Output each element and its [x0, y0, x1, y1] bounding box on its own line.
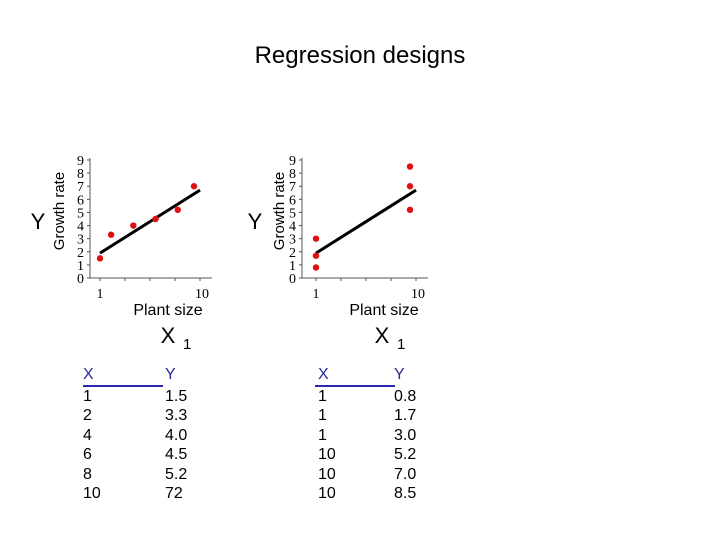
table-cell: 1.5: [165, 387, 188, 405]
y-tick-label: 6: [77, 193, 84, 208]
table-cell: 7.0: [394, 465, 417, 483]
y-axis-outer-label: Y: [31, 209, 46, 234]
y-tick-label: 1: [77, 259, 84, 274]
table-cell: 10: [83, 485, 101, 502]
table-cell: 5.2: [394, 446, 417, 463]
y-tick-label: 8: [289, 167, 296, 182]
x-column-header: X: [83, 366, 94, 383]
data-point: [107, 231, 115, 238]
x-variable-name: X: [161, 323, 176, 348]
table-cell: 1: [83, 387, 92, 405]
x-tick-label: 1: [313, 287, 320, 302]
y-tick-label: 9: [289, 154, 296, 169]
table-cell: 1: [318, 387, 327, 405]
y-tick-label: 4: [77, 220, 84, 235]
y-tick-label: 7: [289, 180, 296, 195]
y-axis-inner-label: Growth rate: [51, 172, 68, 250]
x-column: X 1 2 4 6 8 10: [83, 365, 101, 504]
table-header-rule: [83, 385, 163, 387]
y-tick-label: 5: [289, 206, 296, 221]
data-table-right: X 1 1 1 10 10 10 Y 0.8 1.7 3.0 5.2 7.0 8.5: [315, 365, 425, 505]
y-column: Y 0.8 1.7 3.0 5.2 7.0 8.5: [394, 365, 416, 504]
y-tick-label: 8: [77, 167, 84, 182]
table-cell: 1: [318, 426, 327, 444]
table-cell: 1.7: [394, 407, 417, 424]
data-point: [174, 206, 181, 214]
y-tick-label: 1: [289, 259, 296, 274]
table-cell: 8: [83, 465, 92, 483]
x-tick-label: 10: [195, 287, 209, 302]
table-cell: 4.0: [165, 426, 188, 444]
data-point: [130, 222, 137, 229]
table-cell: 10: [318, 465, 336, 483]
data-point: [312, 252, 320, 259]
table-cell: 10: [318, 446, 336, 463]
y-axis-inner-label: Growth rate: [271, 172, 288, 250]
table-cell: 6: [83, 446, 92, 463]
data-point: [312, 264, 320, 271]
y-tick-label: 3: [77, 233, 84, 248]
y-tick-label: 3: [289, 233, 296, 248]
data-point: [406, 183, 414, 190]
regression-line: [99, 188, 201, 255]
data-point: [190, 183, 198, 190]
y-tick-label: 4: [289, 220, 296, 235]
data-point: [96, 255, 104, 262]
x-tick-label: 1: [97, 287, 104, 302]
x-column-header: X: [318, 366, 329, 383]
table-cell: 5.2: [165, 465, 188, 483]
x-axis-label: Plant size: [349, 302, 418, 319]
data-point: [406, 206, 414, 214]
table-cell: 8.5: [394, 485, 417, 502]
y-column-header: Y: [165, 366, 176, 383]
table-cell: 10: [318, 485, 336, 502]
y-tick-label: 2: [77, 246, 84, 261]
table-cell: 3.3: [165, 407, 188, 424]
y-tick-label: 0: [77, 272, 84, 287]
table-cell: 0.8: [394, 387, 417, 405]
x-variable-name: X: [375, 323, 390, 348]
data-point: [406, 163, 414, 170]
y-tick-label: 0: [289, 272, 296, 287]
page-title: Regression designs: [254, 42, 466, 69]
table-cell: 2: [83, 407, 92, 424]
y-tick-label: 5: [77, 206, 84, 221]
y-tick-label: 6: [289, 193, 296, 208]
x-axis-label: Plant size: [133, 302, 202, 319]
table-cell: 4.5: [165, 446, 188, 463]
table-cell: 1: [318, 407, 327, 424]
y-column: Y 1.5 3.3 4.0 4.5 5.2 72: [165, 365, 187, 504]
table-cell: 3.0: [394, 426, 417, 444]
y-axis-outer-label: Y: [248, 209, 263, 234]
data-point: [152, 215, 159, 223]
table-header-rule: [315, 385, 395, 387]
regression-line: [315, 188, 417, 255]
table-cell: 4: [83, 426, 92, 444]
y-tick-label: 7: [77, 180, 84, 195]
x-variable-subscript: 1: [183, 336, 191, 353]
y-column-header: Y: [394, 366, 405, 383]
data-point: [312, 235, 320, 242]
data-table-left: X 1 2 4 6 8 10 Y 1.5 3.3 4.0 4.5 5.2 72: [83, 365, 187, 505]
x-tick-label: 10: [411, 287, 425, 302]
y-tick-label: 2: [289, 246, 296, 261]
y-tick-label: 9: [77, 154, 84, 169]
x-column: X 1 1 1 10 10 10: [318, 365, 336, 504]
x-variable-subscript: 1: [397, 336, 405, 353]
table-cell: 72: [165, 485, 183, 502]
